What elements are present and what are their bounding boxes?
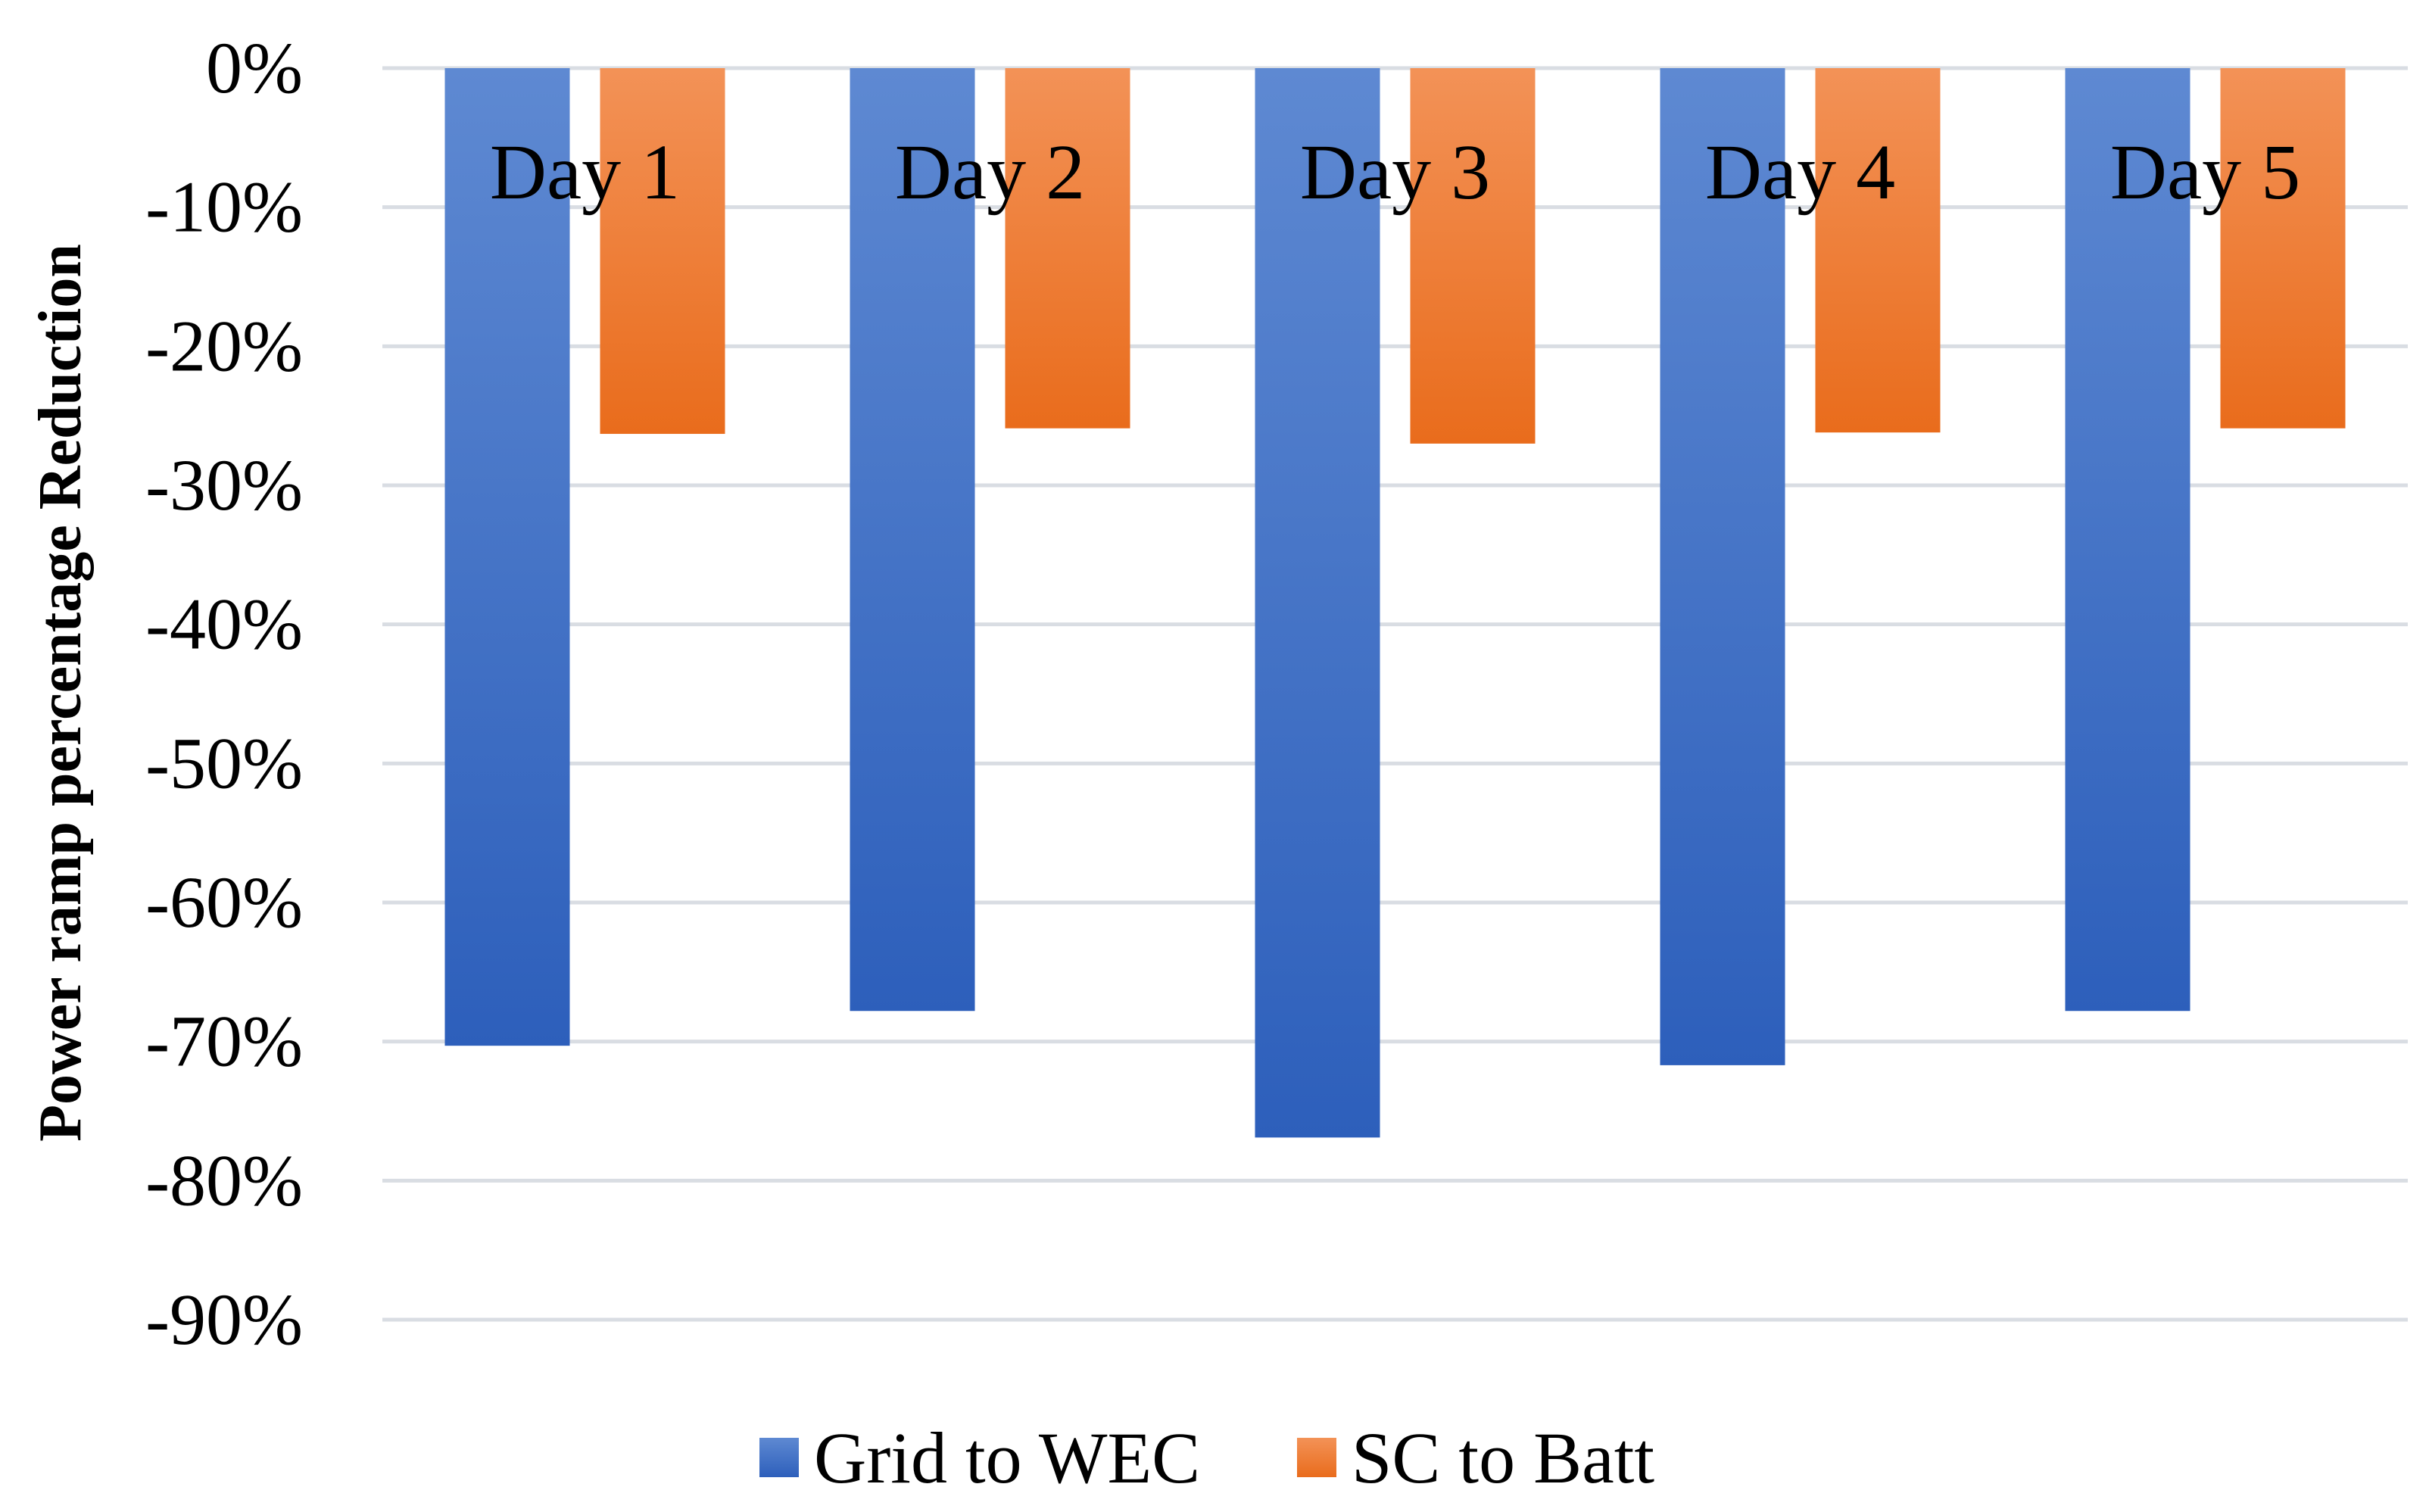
bar-sc-to-batt — [1815, 68, 1941, 433]
category-label: Day 4 — [1705, 129, 1895, 216]
y-tick-label: -60% — [145, 862, 303, 943]
legend-label: Grid to WEC — [814, 1417, 1200, 1498]
category-label: Day 2 — [895, 129, 1085, 216]
y-tick-label: -20% — [145, 305, 303, 386]
legend-swatch — [759, 1438, 799, 1477]
y-tick-label: -90% — [145, 1279, 303, 1360]
legend-label: SC to Batt — [1352, 1417, 1654, 1498]
category-labels: Day 1 Day 2 Day 3 Day 4 Day 5 — [490, 129, 2300, 216]
bar-grid-to-wec — [850, 68, 975, 1012]
bar-grid-to-wec — [2065, 68, 2190, 1012]
legend: Grid to WEC SC to Batt — [759, 1417, 1654, 1498]
y-axis-ticks: 0% -10% -20% -30% -40% -50% -60% -70% -80% -90% — [145, 27, 303, 1360]
y-axis-label: Power ramp percentage Reduction — [27, 244, 94, 1142]
bar-sc-to-batt — [2220, 68, 2346, 429]
bar-grid-to-wec — [444, 68, 570, 1046]
y-tick-label: -50% — [145, 722, 303, 803]
y-tick-label: -80% — [145, 1139, 303, 1221]
bar-grid-to-wec — [1255, 68, 1380, 1138]
bar-grid-to-wec — [1660, 68, 1785, 1065]
y-tick-label: -70% — [145, 1001, 303, 1082]
y-tick-label: 0% — [206, 27, 303, 108]
category-label: Day 3 — [1300, 129, 1490, 216]
bars — [444, 68, 2346, 1138]
y-tick-label: -40% — [145, 584, 303, 665]
category-label: Day 1 — [490, 129, 680, 216]
bar-sc-to-batt — [1005, 68, 1130, 429]
y-tick-label: -10% — [145, 167, 303, 248]
legend-swatch — [1297, 1438, 1336, 1477]
bar-sc-to-batt — [1410, 68, 1536, 444]
bar-sc-to-batt — [600, 68, 725, 435]
category-label: Day 5 — [2110, 129, 2300, 216]
y-tick-label: -30% — [145, 444, 303, 525]
